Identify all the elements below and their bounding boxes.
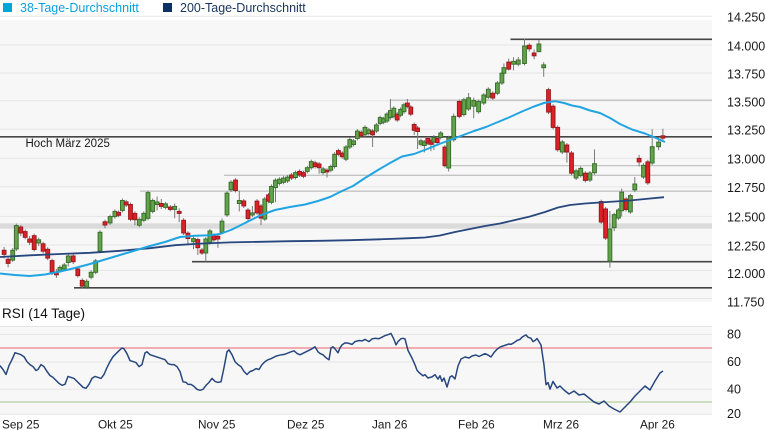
svg-text:80: 80 xyxy=(727,328,741,342)
svg-text:Dez 25: Dez 25 xyxy=(287,417,325,430)
svg-text:Hoch März 2025: Hoch März 2025 xyxy=(26,138,110,150)
svg-text:Mrz 26: Mrz 26 xyxy=(543,417,579,430)
svg-text:RSI (14 Tage): RSI (14 Tage) xyxy=(2,306,85,321)
svg-text:Nov 25: Nov 25 xyxy=(198,417,236,430)
svg-text:14.250: 14.250 xyxy=(727,11,765,25)
svg-text:40: 40 xyxy=(727,382,741,396)
svg-text:14.000: 14.000 xyxy=(727,39,765,53)
svg-text:60: 60 xyxy=(727,355,741,369)
svg-text:13.500: 13.500 xyxy=(727,95,765,109)
svg-text:12.500: 12.500 xyxy=(727,211,765,225)
svg-text:Feb 26: Feb 26 xyxy=(458,417,495,430)
svg-text:Jan 26: Jan 26 xyxy=(372,417,408,430)
svg-text:Sep 25: Sep 25 xyxy=(2,417,40,430)
svg-text:12.750: 12.750 xyxy=(727,181,765,195)
svg-text:Apr 26: Apr 26 xyxy=(640,417,675,430)
svg-text:12.000: 12.000 xyxy=(727,267,765,281)
svg-text:38-Tage-Durchschnitt: 38-Tage-Durchschnitt xyxy=(20,1,139,15)
svg-text:11.750: 11.750 xyxy=(727,295,764,309)
svg-text:13.000: 13.000 xyxy=(727,153,765,167)
svg-text:200-Tage-Durchschnitt: 200-Tage-Durchschnitt xyxy=(180,1,306,15)
svg-text:13.250: 13.250 xyxy=(727,124,765,138)
svg-text:Okt 25: Okt 25 xyxy=(98,417,133,430)
svg-text:13.750: 13.750 xyxy=(727,67,765,81)
svg-text:12.250: 12.250 xyxy=(727,239,765,253)
svg-text:20: 20 xyxy=(727,407,741,421)
